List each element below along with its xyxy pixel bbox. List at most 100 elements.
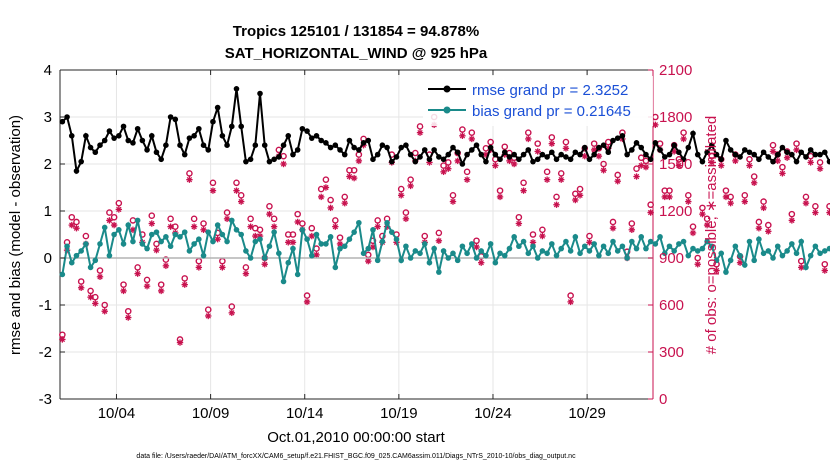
obs-possible-point	[256, 226, 264, 234]
bias-point	[276, 250, 282, 257]
bias-point	[172, 231, 179, 238]
obs-assimilated-point	[807, 159, 814, 166]
obs-assimilated-point	[576, 192, 584, 199]
rmse-point	[497, 156, 503, 163]
rmse-point	[196, 125, 202, 132]
obs-possible-point	[473, 237, 480, 245]
bias-point	[633, 245, 640, 252]
obs-assimilated-point	[200, 226, 207, 233]
bias-point	[73, 252, 80, 259]
obs-possible-point	[760, 198, 767, 205]
rmse-point	[741, 147, 748, 153]
obs-possible-point	[120, 281, 127, 288]
rmse-point	[407, 151, 414, 158]
obs-possible-point	[609, 218, 617, 226]
obs-possible-point	[364, 251, 372, 259]
rmse-point	[784, 149, 790, 156]
obs-possible-point	[741, 192, 749, 199]
obs-assimilated-point	[247, 223, 254, 230]
rmse-point	[304, 128, 310, 134]
obs-possible-point	[350, 166, 358, 174]
rmse-point	[581, 144, 588, 151]
obs-assimilated-point	[327, 204, 334, 212]
obs-assimilated-point	[341, 199, 348, 207]
rmse-point	[266, 158, 273, 165]
bias-point	[116, 227, 122, 233]
bias-point	[346, 236, 353, 242]
rmse-point	[473, 142, 480, 148]
bias-point	[68, 259, 75, 266]
rmse-point	[756, 156, 762, 163]
y-right-tick-label-3: 900	[659, 250, 684, 267]
rmse-point	[732, 151, 739, 158]
bias-point	[520, 238, 527, 245]
obs-possible-point	[200, 220, 207, 227]
rmse-point	[812, 151, 819, 158]
x-tick-label-1: 10/09	[192, 405, 230, 422]
obs-assimilated-point	[548, 140, 556, 147]
rmse-point	[186, 135, 193, 141]
bias-point	[591, 241, 597, 247]
rmse-point	[125, 137, 132, 144]
rmse-point	[172, 116, 179, 123]
obs-assimilated-point	[322, 184, 330, 191]
rmse-point	[596, 144, 602, 151]
bias-point	[167, 243, 174, 250]
bias-point	[643, 245, 649, 252]
bias-point	[158, 238, 164, 245]
bias-point	[370, 227, 376, 233]
obs-possible-point	[336, 234, 344, 241]
obs-possible-point	[590, 140, 598, 147]
obs-assimilated-point	[539, 232, 546, 240]
bias-point	[807, 252, 814, 259]
rmse-point	[388, 158, 395, 165]
bias-point	[407, 255, 414, 261]
rmse-point	[308, 135, 315, 141]
obs-assimilated-point	[572, 196, 579, 204]
obs-assimilated-point	[153, 246, 160, 254]
obs-possible-point	[106, 209, 113, 216]
obs-assimilated-point	[110, 221, 118, 229]
bias-point	[125, 222, 132, 228]
obs-assimilated-point	[318, 193, 325, 201]
obs-assimilated-point	[788, 217, 796, 224]
rmse-point	[233, 86, 240, 92]
obs-assimilated-point	[675, 162, 683, 169]
rmse-point	[770, 158, 776, 165]
obs-possible-point	[520, 179, 527, 187]
rmse-point	[803, 154, 809, 160]
obs-possible-point	[322, 176, 330, 183]
rmse-point	[760, 149, 767, 156]
obs-possible-point	[666, 187, 673, 194]
bias-point	[130, 238, 136, 245]
bias-point	[393, 236, 400, 242]
obs-possible-point	[600, 160, 607, 168]
bias-point	[756, 236, 762, 242]
obs-assimilated-point	[553, 201, 560, 208]
rmse-point	[290, 151, 296, 158]
obs-possible-point	[440, 162, 447, 169]
obs-assimilated-point	[478, 259, 485, 266]
bias-point	[379, 238, 386, 245]
bias-point	[685, 252, 692, 259]
obs-possible-point	[134, 264, 141, 271]
rmse-point	[459, 161, 466, 167]
rmse-point	[181, 151, 188, 158]
obs-assimilated-point	[727, 199, 734, 207]
y-tick-label-3: 0	[44, 250, 52, 267]
rmse-point	[205, 147, 212, 153]
obs-assimilated-point	[120, 287, 127, 295]
obs-assimilated-point	[525, 135, 532, 143]
rmse-point	[544, 154, 550, 160]
chart-title-line1: Tropics 125101 / 131854 = 94.878%	[233, 23, 479, 40]
rmse-point	[431, 147, 437, 153]
y-tick-label-2: -1	[39, 297, 52, 314]
y-right-tick-label-4: 1200	[659, 203, 692, 220]
bias-point	[671, 248, 677, 254]
bias-point	[360, 250, 367, 257]
rmse-point	[610, 137, 616, 144]
obs-possible-point	[421, 232, 429, 240]
obs-assimilated-point	[510, 160, 518, 168]
rmse-point	[294, 147, 301, 153]
